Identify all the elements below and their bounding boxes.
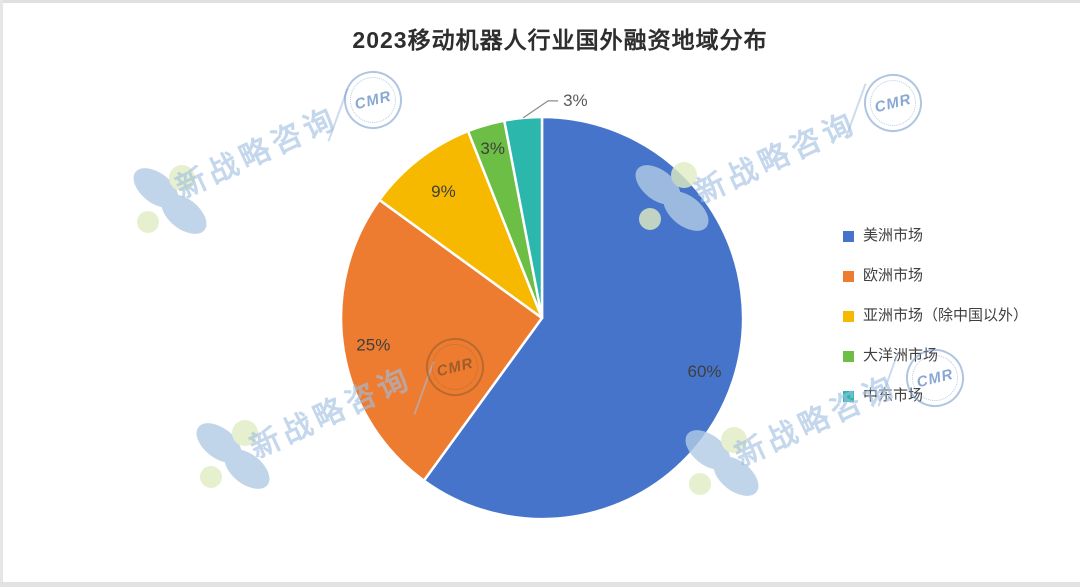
page-edge-bottom (0, 582, 1080, 587)
label-leader-line (522, 100, 559, 119)
legend-label: 欧洲市场 (863, 267, 924, 284)
legend: 美洲市场欧洲市场亚洲市场（除中国以外） 大洋洲市场中东市场 (843, 227, 1028, 405)
legend-marker-icon (843, 310, 854, 322)
legend-marker-icon (843, 350, 854, 362)
legend-item-2: 亚洲市场（除中国以外） (843, 307, 1028, 325)
legend-label: 美洲市场 (863, 227, 924, 244)
legend-item-1: 欧洲市场 (843, 267, 1028, 285)
pie-slice-1 (339, 198, 544, 482)
legend-marker-icon (843, 230, 854, 242)
slice-label-2: 9% (431, 182, 456, 201)
legend-item-0: 美洲市场 (843, 227, 1028, 245)
slice-label-1: 25% (356, 336, 390, 355)
chart-title: 2023移动机器人行业国外融资地域分布 (352, 27, 768, 53)
legend-label: 中东市场 (863, 387, 924, 404)
page-edge-top (0, 0, 1080, 3)
legend-label: 大洋洲市场 (863, 347, 939, 364)
pie-slice-4 (503, 115, 544, 320)
legend-marker-icon (843, 390, 854, 402)
legend-item-4: 中东市场 (843, 387, 1028, 405)
slice-label-0: 60% (687, 362, 721, 381)
legend-marker-icon (843, 270, 854, 282)
legend-item-3: 大洋洲市场 (843, 347, 1028, 365)
pie-slice-0 (422, 115, 745, 521)
pie-slice-2 (378, 129, 544, 320)
slice-label-3: 3% (480, 139, 505, 158)
slice-label-4: 3% (563, 91, 588, 110)
legend-label: 亚洲市场（除中国以外） (863, 307, 1029, 324)
page-edge-left (0, 0, 3, 587)
